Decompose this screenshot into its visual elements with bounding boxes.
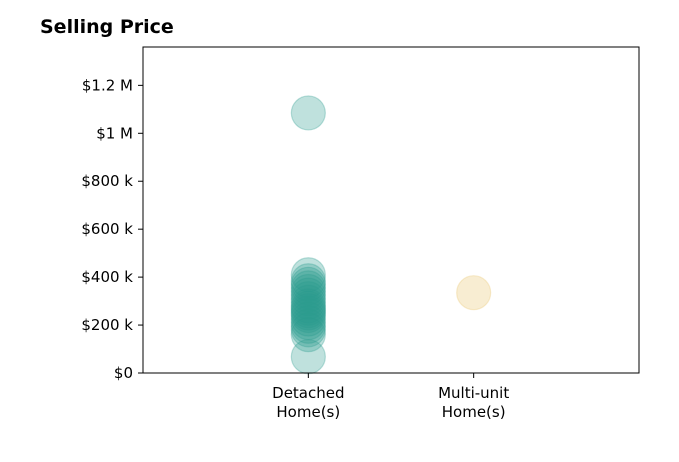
data-point xyxy=(290,284,326,320)
data-point xyxy=(290,95,326,131)
data-point xyxy=(290,273,326,310)
y-tick-label: $600 k xyxy=(81,220,133,238)
plot-points xyxy=(290,95,492,375)
chart-title: Selling Price xyxy=(40,16,174,38)
y-tick-label: $800 k xyxy=(81,172,133,190)
data-point xyxy=(290,297,326,334)
data-point xyxy=(456,275,492,311)
data-point xyxy=(290,317,326,353)
data-point xyxy=(290,270,326,306)
y-tick-label: $1 M xyxy=(96,124,133,142)
y-tick-label: $0 xyxy=(114,364,133,382)
data-point xyxy=(290,339,326,375)
y-tick-label: $200 k xyxy=(81,316,133,334)
data-point xyxy=(290,277,326,313)
x-tick-label: Detached Home(s) xyxy=(272,384,344,421)
y-tick-label: $400 k xyxy=(81,268,133,286)
data-point xyxy=(290,288,326,324)
x-axis: Detached Home(s) Multi-unit Home(s) xyxy=(272,373,509,421)
data-point xyxy=(290,290,326,326)
plot-frame xyxy=(142,46,640,374)
data-point xyxy=(290,281,326,317)
data-point xyxy=(290,305,326,341)
data-point xyxy=(290,266,326,302)
data-point xyxy=(290,293,326,329)
data-point xyxy=(290,308,326,344)
y-axis: $0 $200 k $400 k $600 k $800 k $1 M $1.2 M xyxy=(81,76,143,382)
data-point xyxy=(290,257,326,293)
data-point xyxy=(290,263,326,299)
data-point xyxy=(290,312,326,348)
data-point xyxy=(290,295,326,331)
x-tick-label: Multi-unit Home(s) xyxy=(438,384,509,421)
data-point xyxy=(290,301,326,337)
y-tick-label: $1.2 M xyxy=(82,76,133,94)
